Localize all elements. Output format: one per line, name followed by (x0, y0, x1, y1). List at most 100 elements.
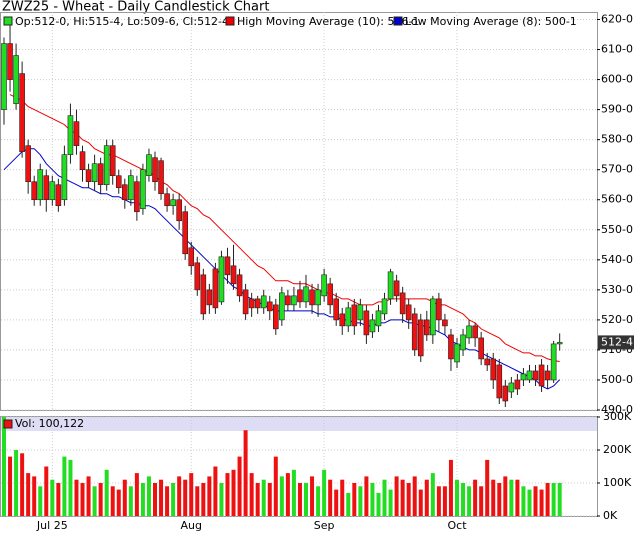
candle-body (85, 169, 92, 183)
volume-bar (455, 479, 459, 516)
volume-bar (165, 486, 170, 516)
candle-body (369, 319, 376, 333)
volume-bar (297, 483, 302, 516)
candle-body (556, 342, 563, 345)
candle-body (351, 304, 358, 327)
candle-body (43, 175, 50, 201)
volume-bar (503, 476, 508, 516)
candle-body (544, 370, 551, 381)
candle-body (448, 334, 454, 360)
candle-body (109, 145, 116, 177)
volume-bar (551, 483, 556, 516)
volume-bar (316, 486, 321, 516)
candle-body (411, 313, 418, 351)
candle-body (170, 199, 176, 207)
legend-swatch (3, 419, 13, 429)
candle-body (375, 310, 382, 327)
volume-bar (346, 492, 351, 516)
volume-bar (32, 476, 37, 516)
volume-bar (491, 479, 496, 516)
x-tick-label: Sep (314, 519, 335, 532)
candle-body (266, 301, 273, 312)
volume-bar (328, 479, 333, 516)
volume-bar (201, 483, 206, 516)
volume-bar (219, 483, 224, 516)
candle-body (260, 295, 267, 309)
candle-body (466, 325, 472, 339)
volume-bar (533, 486, 538, 516)
volume-bar (322, 469, 327, 516)
candle-body (146, 154, 152, 177)
y-tick-label: 610-0 (601, 43, 633, 56)
candle-body (61, 154, 68, 201)
volume-bar (273, 456, 278, 516)
legend-label: Low Moving Average (8): 500-1 (405, 15, 577, 28)
legend-label: High Moving Average (10): 506-1 (237, 15, 419, 28)
volume-bar (243, 430, 248, 516)
volume-bar (171, 483, 176, 516)
candle-body (381, 298, 388, 315)
candle-body (442, 319, 448, 327)
x-tick-label: Oct (447, 519, 467, 532)
volume-bar (376, 492, 381, 516)
volume-bar (267, 483, 272, 516)
candle-body (97, 163, 104, 186)
candle-body (206, 289, 213, 306)
candle-body (194, 262, 201, 291)
volume-bar (104, 469, 109, 516)
volume-bar (448, 459, 453, 516)
candle-body (309, 289, 315, 306)
volume-bar (146, 476, 151, 516)
volume-bar (128, 486, 133, 516)
volume-bar (68, 459, 73, 516)
candle-body (218, 256, 225, 303)
last-price-box (598, 335, 634, 350)
candle-body (405, 304, 412, 321)
candle-body (345, 307, 352, 327)
volume-bar (442, 486, 447, 516)
volume-bar (116, 489, 121, 516)
candle-body (279, 292, 285, 321)
candle-body (520, 373, 527, 381)
volume-bar (153, 483, 157, 516)
volume-bar (485, 459, 490, 516)
volume-bar (334, 489, 339, 516)
x-tick-label: Aug (180, 519, 201, 532)
candle-body (363, 310, 370, 336)
volume-bar (213, 466, 218, 516)
candle-body (67, 115, 74, 155)
candle-body (436, 298, 442, 321)
candle-body (128, 175, 134, 201)
y-tick-label: 590-0 (601, 103, 633, 116)
volume-bar (74, 479, 79, 516)
volume-bar (497, 483, 502, 516)
candle-body (212, 268, 219, 309)
candle-body (224, 256, 231, 276)
volume-bar (44, 466, 49, 516)
moving-average-line (9, 94, 560, 363)
candle-body (103, 145, 110, 186)
volume-header (1, 417, 597, 431)
volume-bar (207, 476, 212, 516)
volume-bar (394, 476, 399, 516)
candle-body (321, 274, 327, 297)
volume-bar (521, 486, 526, 516)
candle-body (254, 298, 261, 309)
candle-body (134, 181, 140, 213)
candle-body (297, 289, 303, 303)
volume-bar (285, 473, 290, 516)
candle-body (430, 298, 436, 336)
y-tick-label: 620-0 (601, 13, 633, 26)
volume-bar (370, 483, 375, 516)
volume-bar (62, 456, 67, 516)
volume-bar (134, 473, 139, 516)
candle-body (291, 295, 297, 306)
volume-bar (430, 473, 435, 516)
candle-body (200, 274, 207, 315)
volume-bar (189, 473, 194, 516)
volume-bar (467, 486, 472, 516)
candle-body (242, 289, 249, 315)
candle-body (526, 370, 533, 381)
candle-body (357, 304, 364, 321)
